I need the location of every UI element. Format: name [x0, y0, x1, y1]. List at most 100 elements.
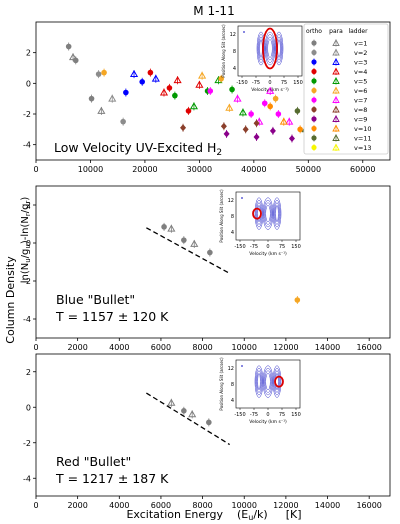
ylabel-part: /g [20, 249, 31, 259]
xlabel-main: Excitation Energy [126, 508, 223, 521]
data-point-v=8 [242, 125, 249, 133]
data-point-v=8 [180, 124, 187, 132]
data-point-v=9 [253, 133, 260, 141]
xlabel-unit2: [K] [286, 508, 302, 521]
inset-x-tick-label: 150 [291, 244, 301, 250]
data-point-v=1 [161, 224, 167, 230]
panel-1-label-text: Low Velocity UV-Excited H [54, 140, 216, 155]
inset-highlight [252, 207, 262, 220]
data-point-v=6 [272, 95, 279, 102]
panel-2: 0 2000 4000 6000 8000 10000 12000 14000 1600020-… [23, 185, 391, 352]
ylabel-part: )-ln(N [20, 216, 31, 244]
legend-label: v=6 [354, 87, 367, 95]
data-point-v=1 [65, 43, 72, 50]
data-point-v=1 [206, 419, 212, 426]
inset-y-label: Position Along Slit (arcsec) [219, 189, 224, 243]
x-tick-label: 40000 [241, 165, 266, 174]
y-axis-label: Column Density [4, 256, 17, 344]
legend-header: para [329, 28, 343, 35]
inset-contour [255, 200, 263, 228]
legend-para-marker [332, 115, 340, 122]
y-tick-label: -4 [23, 474, 31, 483]
y-axis-label-text: Column Density [4, 256, 17, 344]
data-point-v=7 [248, 111, 254, 117]
legend-para-marker [332, 77, 340, 84]
inset-y-tick-label: 12 [228, 198, 234, 204]
legend-para-marker [332, 105, 340, 113]
data-point-v=1 [167, 398, 176, 406]
data-point-v=7 [266, 86, 275, 94]
y-tick-label: -2 [23, 277, 31, 286]
legend-para-marker [332, 67, 340, 75]
y-tick-label: 2 [26, 49, 31, 58]
x-tick-label: 10000 [232, 501, 257, 510]
panel-2-label-line2: T = 1157 ± 120 K [55, 309, 169, 324]
legend-ortho-marker [311, 59, 317, 65]
inset-y-label: Position Along Slit (arcsec) [219, 357, 224, 411]
inset-contour [275, 205, 279, 223]
x-tick-label: 50000 [296, 165, 321, 174]
inset-contour [257, 34, 265, 63]
x-tick-label: 2000 [67, 501, 87, 510]
inset-x-tick-label: -75 [250, 412, 258, 418]
data-point-v=5 [189, 102, 199, 110]
xlabel-sub: u [248, 513, 253, 522]
inset-highlight [274, 375, 284, 388]
inset-x-tick-label: 75 [281, 80, 287, 86]
data-point-v=5 [238, 108, 248, 116]
data-point-v=5 [229, 86, 235, 93]
panel-3-label-line2: T = 1217 ± 187 K [55, 471, 169, 486]
inset-x-tick-label: -150 [236, 80, 247, 86]
y-tick-label: 0 [26, 239, 31, 248]
legend-label: v=9 [354, 116, 367, 124]
data-point-v=5 [172, 92, 178, 99]
legend-label: v=3 [354, 59, 367, 67]
data-point-v=7 [261, 100, 268, 107]
y-tick-label: 2 [26, 201, 31, 210]
inset-y-tick-label: 8 [233, 49, 236, 55]
x-tick-label: 8000 [192, 343, 212, 352]
inset-x-tick-label: 150 [293, 80, 303, 86]
panel-1: 0 10000 20000 30000 40000 50000 60000 2 0 -2 -4 Low… [23, 21, 391, 174]
legend-para-marker [332, 86, 340, 94]
data-point-v=6 [218, 75, 224, 82]
x-tick-label: 12000 [273, 501, 298, 510]
inset-spectrum: -150 -75 0 75 150 12 8 4 Velocity (km s⁻¹) Positi… [219, 189, 301, 257]
inset-contour [273, 368, 281, 396]
x-tick-label: 16000 [356, 343, 381, 352]
x-axis-label: Excitation Energy (Eu/k) [K] [126, 508, 301, 522]
legend-para-marker [332, 134, 340, 141]
legend-para-marker [332, 58, 340, 65]
inset-contour [273, 200, 281, 228]
legend-frame [303, 23, 389, 155]
x-tick-label: 8000 [192, 501, 212, 510]
inset-contour [264, 202, 272, 225]
legend-ortho-marker [311, 49, 317, 56]
x-tick-label: 6000 [151, 501, 171, 510]
y-tick-label: -2 [23, 439, 31, 448]
inset-contour [266, 36, 274, 61]
inset-contour [265, 205, 271, 223]
x-tick-label: 4000 [109, 501, 129, 510]
inset-x-tick-label: 0 [266, 244, 269, 250]
ylabel-part: ) [20, 197, 31, 201]
data-point-v=11 [294, 108, 301, 114]
legend-label: v=1 [354, 40, 367, 48]
data-point-v=9 [288, 135, 295, 143]
inset-x-tick-label: 75 [279, 244, 285, 250]
inset-y-tick-label: 12 [230, 32, 236, 38]
x-tick-label: 10000 [78, 165, 103, 174]
inset-x-tick-label: -150 [234, 412, 245, 418]
plot-frame [35, 185, 391, 339]
legend-label: v=10 [354, 125, 372, 133]
legend-label: v=11 [354, 135, 372, 143]
data-point-v=4 [159, 88, 169, 96]
inset-contour [264, 370, 272, 393]
inset-x-label: Velocity (km s⁻¹) [249, 419, 287, 425]
inset-x-label: Velocity (km s⁻¹) [249, 251, 287, 257]
inset-contour [274, 31, 284, 66]
data-point-v=7 [285, 117, 294, 125]
legend: ortho para ladder v=1v=2 v=3v=4 v=5v=6 v=7v=8 v… [303, 23, 389, 155]
legend-label: v=5 [354, 78, 367, 86]
